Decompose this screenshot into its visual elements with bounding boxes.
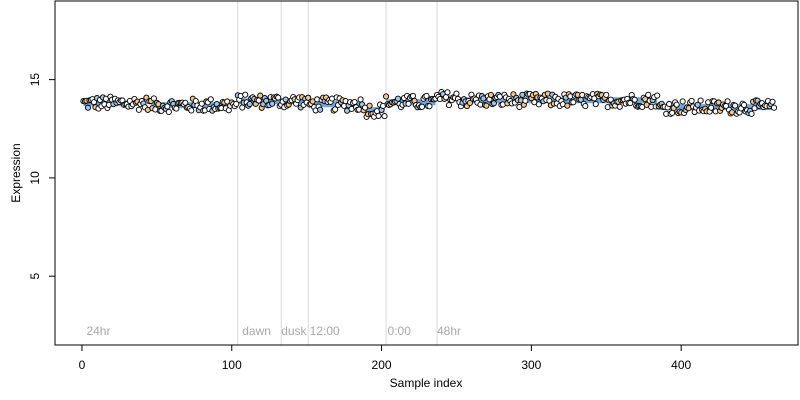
data-point <box>418 103 426 110</box>
data-point <box>383 93 390 100</box>
x-tick-label: 400 <box>671 358 691 372</box>
data-point <box>305 94 312 101</box>
data-point <box>708 104 715 111</box>
data-point <box>405 100 412 107</box>
data-point <box>150 95 157 102</box>
data-point <box>257 92 264 99</box>
data-point <box>164 103 171 110</box>
data-point <box>592 101 599 108</box>
data-point <box>741 101 748 108</box>
data-point <box>165 108 172 115</box>
data-point <box>535 101 542 108</box>
data-point <box>444 89 451 96</box>
data-point <box>631 96 638 103</box>
data-point <box>453 90 460 97</box>
vertical-markers <box>237 1 438 345</box>
data-point <box>522 97 529 104</box>
annotation-label: 12:00 <box>310 324 340 338</box>
data-point <box>483 102 490 109</box>
data-point <box>246 101 253 108</box>
annotations: 24hr dawn dusk 12:00 0:00 48hr <box>86 324 461 338</box>
data-point <box>423 92 430 99</box>
data-point <box>694 101 701 108</box>
data-point <box>351 98 358 106</box>
y-tick-label: 15 <box>28 73 42 87</box>
data-point <box>466 99 473 106</box>
data-point <box>332 106 339 113</box>
annotation-label: 48hr <box>437 324 461 338</box>
x-tick-label: 100 <box>222 358 242 372</box>
data-point <box>616 103 623 110</box>
data-point <box>748 110 755 117</box>
data-point <box>233 100 240 107</box>
data-point <box>357 96 364 103</box>
data-point <box>666 100 673 108</box>
x-axis: 0 100 200 300 400 <box>79 344 691 372</box>
data-point <box>135 106 142 113</box>
y-tick-label: 5 <box>28 273 42 280</box>
data-point <box>582 103 589 110</box>
data-point <box>445 102 453 109</box>
data-point <box>487 91 494 98</box>
data-point <box>409 92 417 99</box>
data-point <box>769 98 776 105</box>
data-point <box>697 97 704 104</box>
annotation-label: 24hr <box>86 324 110 338</box>
data-point <box>564 102 571 109</box>
data-point <box>188 107 195 114</box>
data-point <box>275 94 282 101</box>
data-point <box>732 102 739 109</box>
data-point <box>673 101 680 108</box>
data-point <box>627 100 634 107</box>
data-points <box>80 88 778 120</box>
plot-frame <box>54 0 799 346</box>
y-axis-title: Expression <box>9 143 23 202</box>
data-point <box>375 112 382 119</box>
data-point <box>490 100 497 107</box>
annotation-label: dawn <box>242 324 271 338</box>
data-point <box>84 104 92 111</box>
y-tick-label: 10 <box>28 171 42 185</box>
annotation-label: dusk <box>281 324 307 338</box>
data-point <box>679 98 686 105</box>
data-point <box>570 99 577 106</box>
data-point <box>645 91 652 98</box>
data-point <box>603 91 610 98</box>
data-point <box>426 103 433 110</box>
data-point <box>207 96 214 103</box>
data-point <box>239 104 246 111</box>
x-tick-label: 200 <box>372 358 392 372</box>
data-point <box>654 92 661 99</box>
y-axis: 5 10 15 <box>28 73 56 280</box>
x-tick-label: 300 <box>521 358 541 372</box>
data-point <box>724 98 731 105</box>
data-point <box>381 113 388 120</box>
data-point <box>242 91 249 98</box>
data-point <box>394 95 402 102</box>
data-point <box>770 104 778 111</box>
data-point <box>173 105 180 112</box>
annotation-label: 0:00 <box>388 324 412 338</box>
x-axis-title: Sample index <box>390 376 463 390</box>
data-point <box>366 102 373 109</box>
x-tick-label: 0 <box>79 358 86 372</box>
data-point <box>317 106 324 113</box>
data-point <box>688 97 695 104</box>
data-point <box>269 100 276 107</box>
